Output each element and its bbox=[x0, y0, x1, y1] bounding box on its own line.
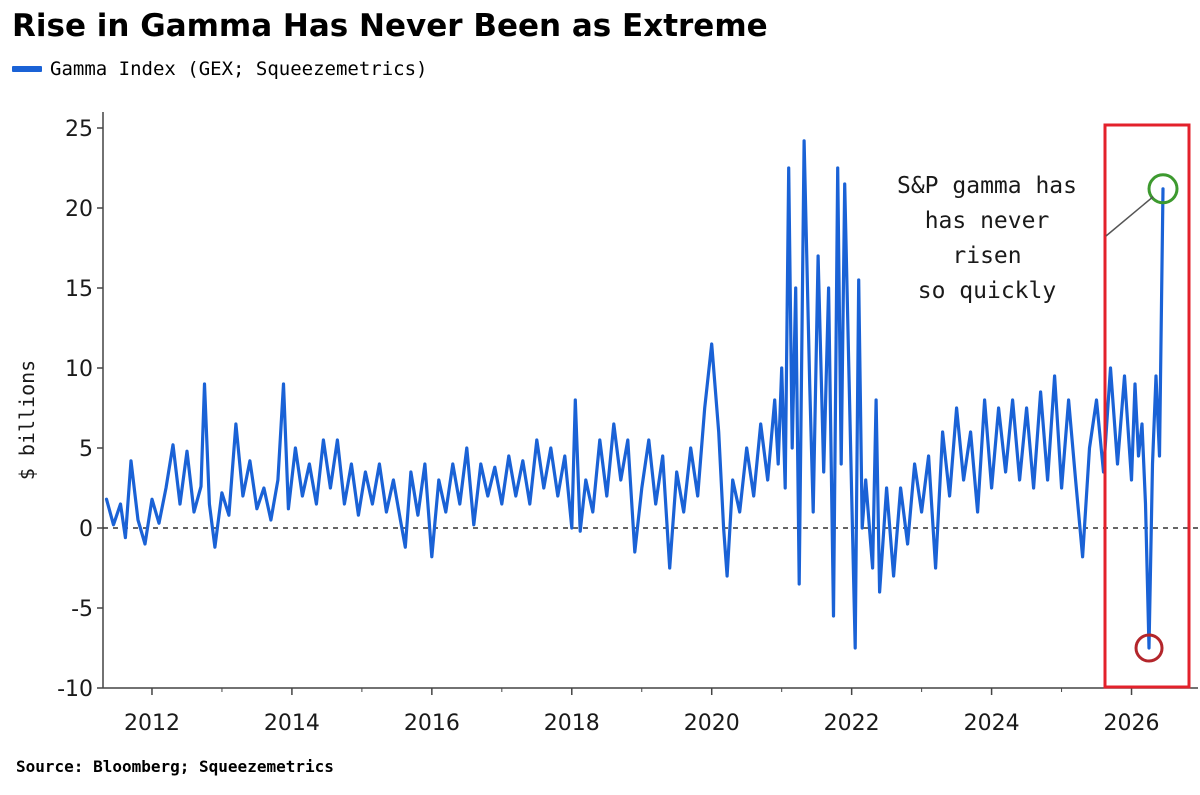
x-tick-label: 2026 bbox=[1104, 711, 1160, 736]
annotation-line: has never bbox=[925, 208, 1050, 234]
source-note: Source: Bloomberg; Squeezemetrics bbox=[16, 757, 334, 776]
y-tick-label: -5 bbox=[71, 597, 93, 622]
x-tick-label: 2022 bbox=[824, 711, 880, 736]
x-tick-label: 2020 bbox=[684, 711, 740, 736]
series-line-gamma-index bbox=[104, 139, 1165, 650]
axes: 25 20 15 10 5 0 -5 -10 2012 2014 2016 2018 2020 2022 2… bbox=[15, 112, 1198, 736]
x-tick-label: 2024 bbox=[964, 711, 1020, 736]
y-tick-label: 20 bbox=[65, 197, 93, 222]
y-tick-label: 25 bbox=[65, 117, 93, 142]
annotation-line: risen bbox=[952, 243, 1021, 269]
y-tick-label: 10 bbox=[65, 357, 93, 382]
y-tick-label: 5 bbox=[79, 437, 93, 462]
x-tick-label: 2016 bbox=[404, 711, 460, 736]
y-tick-label: 15 bbox=[65, 277, 93, 302]
legend-label: Gamma Index (GEX; Squeezemetrics) bbox=[50, 58, 428, 80]
highlight-box bbox=[1103, 123, 1191, 689]
series-layer bbox=[104, 139, 1165, 650]
legend-swatch bbox=[12, 66, 42, 72]
chart-legend: Gamma Index (GEX; Squeezemetrics) bbox=[12, 58, 428, 80]
x-tick-label: 2014 bbox=[264, 711, 320, 736]
x-tick-label: 2012 bbox=[124, 711, 180, 736]
annotation-layer: S&P gamma has has never risen so quickly bbox=[897, 123, 1191, 689]
chart-title: Rise in Gamma Has Never Been as Extreme bbox=[12, 8, 768, 44]
annotation-line: so quickly bbox=[918, 278, 1056, 304]
x-tick-label: 2018 bbox=[544, 711, 600, 736]
low-point-marker bbox=[1134, 633, 1164, 663]
y-tick-label: -10 bbox=[57, 677, 93, 702]
annotation-line: S&P gamma has bbox=[897, 173, 1077, 199]
y-axis-label: $ billions bbox=[15, 360, 39, 480]
high-point-marker bbox=[1147, 173, 1179, 205]
annotation-leader-line bbox=[1105, 196, 1154, 237]
y-tick-label: 0 bbox=[79, 517, 93, 542]
